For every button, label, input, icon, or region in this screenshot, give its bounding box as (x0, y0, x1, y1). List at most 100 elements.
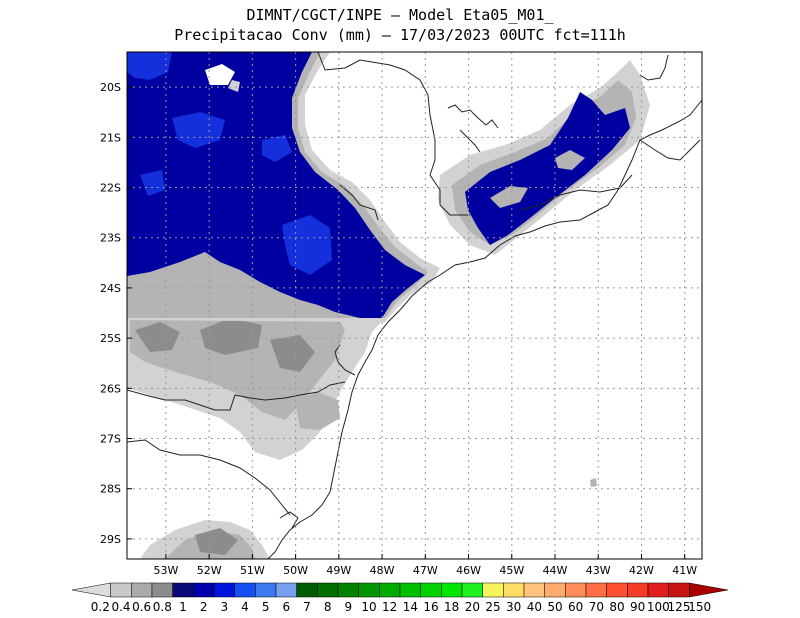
lat-tick-label: 27S (100, 433, 121, 446)
precip-blue-bright-1 (127, 52, 172, 80)
lon-tick-label: 47W (413, 564, 438, 577)
state-border-3 (639, 139, 701, 161)
colorbar-swatch (131, 582, 153, 598)
precip-blue-bright-4 (282, 215, 332, 275)
lon-tick-label: 52W (197, 564, 222, 577)
colorbar-swatch (213, 582, 235, 598)
colorbar-swatch (585, 582, 607, 598)
state-border-1 (317, 52, 470, 216)
precip-gap-north-rim (228, 80, 240, 92)
colorbar-label: 5 (262, 600, 270, 614)
colorbar-label: 16 (423, 600, 438, 614)
colorbar-swatch (296, 582, 318, 598)
precip-dark-gray-3 (270, 335, 315, 372)
colorbar-label: 1 (179, 600, 187, 614)
lat-tick-label: 21S (100, 131, 121, 144)
precip-blue-main-lower (127, 222, 210, 276)
colorbar-swatch (503, 582, 525, 598)
lat-tick-label: 20S (100, 81, 121, 94)
colorbar-label: 0.8 (153, 600, 172, 614)
colorbar-label: 40 (527, 600, 542, 614)
colorbar-label: 7 (303, 600, 311, 614)
colorbar-swatch (565, 582, 587, 598)
colorbar-swatch (606, 582, 628, 598)
lon-tick-label: 53W (153, 564, 178, 577)
chart-subtitle: Precipitacao Conv (mm) – 17/03/2023 00UT… (174, 26, 626, 44)
precip-mid-gray-coast (295, 392, 340, 430)
colorbar-swatch (193, 582, 215, 598)
colorbar-label: 14 (403, 600, 418, 614)
colorbar-swatch (668, 582, 690, 598)
precip-dark-gray-4 (195, 528, 238, 555)
state-border-2 (639, 54, 669, 81)
colorbar-label: 60 (568, 600, 583, 614)
lon-tick-label: 46W (456, 564, 481, 577)
precip-small-gray-dot (590, 478, 597, 487)
precip-dark-gray-1 (135, 322, 180, 352)
lon-tick-label: 41W (672, 564, 697, 577)
precip-dark-gray-2 (200, 318, 262, 355)
colorbar-swatch (523, 582, 545, 598)
lon-tick-label: 42W (629, 564, 654, 577)
colorbar-label: 18 (444, 600, 459, 614)
lat-tick-label: 28S (100, 483, 121, 496)
longitude-ticks: 53W 52W 51W 50W 49W 48W 47W 46W 45W 44W 43W 42W 41W (153, 554, 697, 577)
colorbar-label: 6 (283, 600, 291, 614)
colorbar-label: 4 (241, 600, 249, 614)
lat-tick-label: 26S (100, 382, 121, 395)
colorbar-swatch (627, 582, 649, 598)
colorbar-swatch (71, 582, 111, 598)
colorbar-label: 50 (547, 600, 562, 614)
lon-tick-label: 50W (283, 564, 308, 577)
precip-blue-bright-2 (172, 112, 225, 148)
river-3 (279, 511, 299, 529)
colorbar-label: 20 (465, 600, 480, 614)
lat-tick-label: 25S (100, 332, 121, 345)
lon-tick-label: 49W (326, 564, 351, 577)
colorbar-label: 100 (647, 600, 670, 614)
colorbar-swatch (255, 582, 277, 598)
colorbar-swatch (399, 582, 421, 598)
colorbar-label: 0.2 (91, 600, 110, 614)
colorbar-swatch (420, 582, 442, 598)
river-1 (447, 104, 499, 129)
precipitation-field (127, 52, 650, 559)
colorbar-label: 8 (324, 600, 332, 614)
map-frame (126, 51, 703, 560)
colorbar-label: 10 (361, 600, 376, 614)
colorbar-swatch (317, 582, 339, 598)
precip-blue-bright-3 (262, 135, 292, 162)
lon-tick-label: 45W (499, 564, 524, 577)
colorbar-swatch (441, 582, 463, 598)
lon-tick-label: 43W (586, 564, 611, 577)
colorbar-swatch (647, 582, 669, 598)
colorbar-label: 150 (688, 600, 711, 614)
colorbar-label: 0.6 (132, 600, 151, 614)
grid-lines (127, 52, 702, 559)
colorbar-swatch (544, 582, 566, 598)
colorbar: 0.2 0.4 0.6 0.8 1 2 3 4 5 6 7 8 9 10 12 14 16 18 20 25 30 40 5… (71, 582, 729, 614)
colorbar-label: 90 (630, 600, 645, 614)
coastline (267, 99, 702, 559)
coastline-borders (127, 52, 702, 559)
precip-ne-dark-blue (465, 92, 630, 245)
lat-tick-label: 22S (100, 182, 121, 195)
colorbar-swatch (275, 582, 297, 598)
lat-tick-label: 24S (100, 282, 121, 295)
colorbar-swatch (337, 582, 359, 598)
colorbar-swatch (110, 582, 132, 598)
colorbar-label: 25 (485, 600, 500, 614)
latitude-ticks: 20S 21S 22S 23S 24S 25S 26S 27S 28S 29S (100, 81, 132, 546)
colorbar-swatch (461, 582, 483, 598)
colorbar-label: 80 (609, 600, 624, 614)
colorbar-swatch (234, 582, 256, 598)
colorbar-label: 70 (589, 600, 604, 614)
colorbar-swatch (358, 582, 380, 598)
precip-ne-gray-core (490, 186, 528, 208)
colorbar-swatch (151, 582, 173, 598)
colorbar-swatch (482, 582, 504, 598)
state-border-6 (127, 381, 346, 411)
lon-tick-label: 48W (370, 564, 395, 577)
colorbar-swatch (379, 582, 401, 598)
colorbar-label: 0.4 (111, 600, 130, 614)
